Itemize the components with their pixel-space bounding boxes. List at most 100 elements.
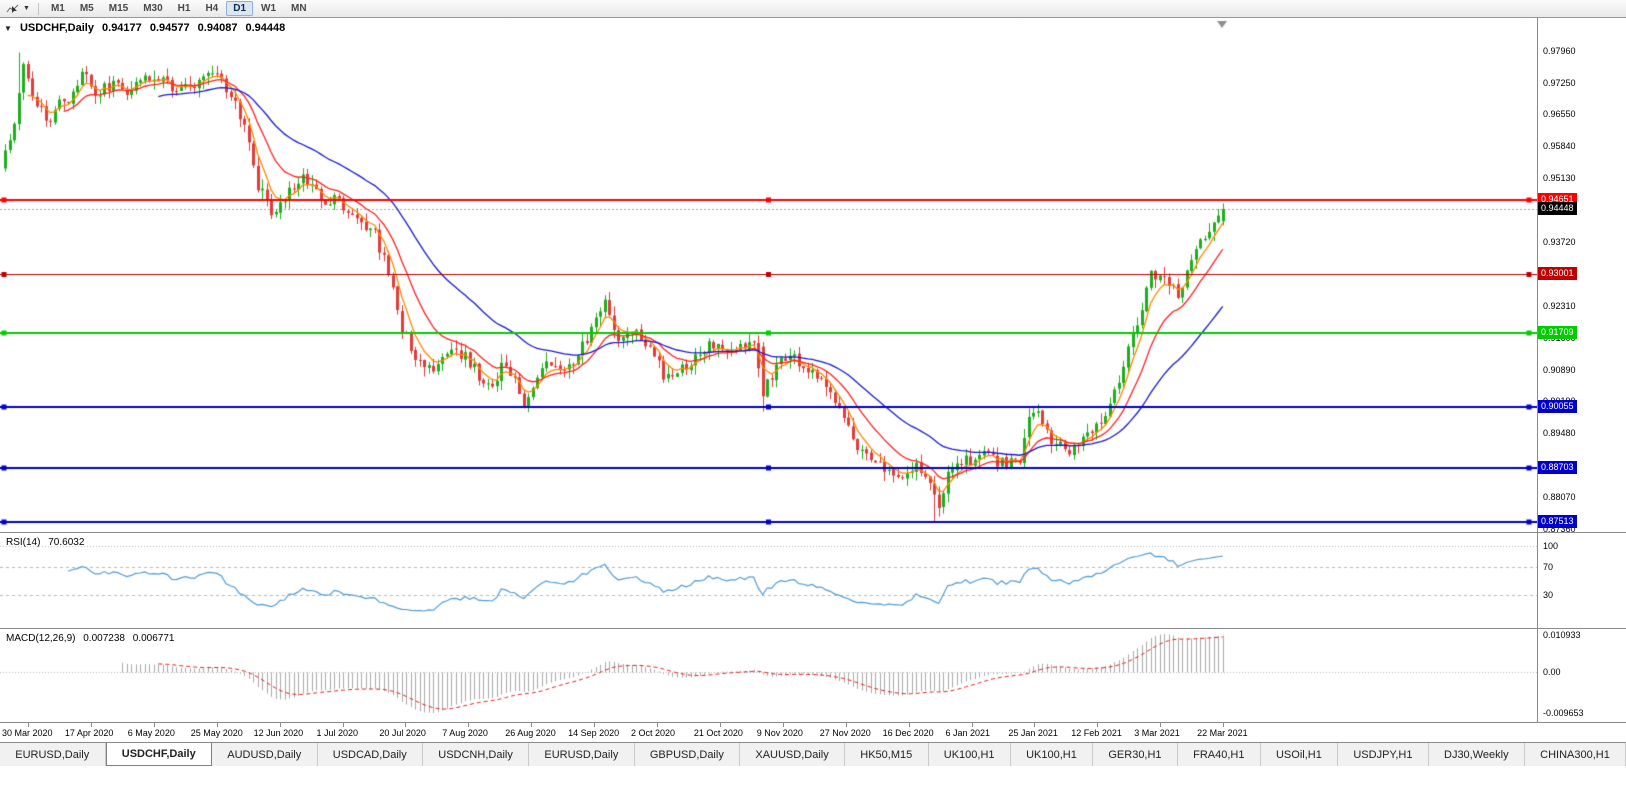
timeframe-toolbar: ▼ M1 M5 M15 M30 H1 H4 D1 W1 MN [0, 0, 1626, 18]
toolbar-separator [37, 2, 39, 15]
timeframe-button-w1[interactable]: W1 [261, 3, 277, 14]
chart-tab-xauusd-daily[interactable]: XAUUSD,Daily [740, 743, 845, 766]
price-axis-tick: 0.97960 [1543, 45, 1576, 56]
chevron-down-icon[interactable]: ▼ [23, 5, 30, 12]
chart-tab-usdchf-daily[interactable]: USDCHF,Daily [105, 743, 212, 766]
x-axis-tick [216, 723, 218, 727]
x-axis-tick [1223, 723, 1225, 727]
x-axis-date-label: 14 Sep 2020 [568, 728, 620, 738]
price-axis[interactable]: 0.97960 0.97250 0.96550 0.95840 0.95130 0.944… [1537, 18, 1626, 532]
chart-tab-usoil-h1[interactable]: USOil,H1 [1261, 743, 1339, 766]
macd-signal-value: 0.006771 [132, 633, 175, 644]
time-axis[interactable]: 30 Mar 2020 17 Apr 2020 6 May 2020 25 May 2… [0, 722, 1626, 742]
x-axis-date-label: 6 Jan 2021 [945, 728, 991, 738]
x-axis-tick [657, 723, 658, 727]
price-axis-tick: 0.92310 [1543, 300, 1576, 311]
rsi-value: 70.6032 [48, 537, 85, 548]
x-axis-date-label: 9 Nov 2020 [756, 728, 803, 738]
ohlc-low: 0.94087 [197, 22, 238, 34]
timeframe-button-m1[interactable]: M1 [50, 3, 65, 14]
rsi-panel[interactable]: RSI(14) 70.6032 100 70 30 [0, 532, 1626, 629]
timeframe-button-d1[interactable]: D1 [226, 1, 254, 16]
chart-tab-eurusd-daily[interactable]: EURUSD,Daily [0, 743, 106, 766]
timeframe-button-h4[interactable]: H4 [205, 3, 219, 14]
x-axis-tick [28, 723, 29, 727]
x-axis-tick [153, 723, 155, 727]
x-axis-tick [405, 723, 407, 727]
x-axis-date-label: 22 Mar 2021 [1197, 728, 1248, 738]
level-price-label: 0.93001 [1538, 267, 1577, 281]
x-axis-date-label: 17 Apr 2020 [64, 728, 114, 738]
price-axis-tick: 0.93720 [1543, 236, 1576, 247]
chart-tab-bar: EURUSD,Daily USDCHF,Daily AUDUSD,Daily USDC… [0, 742, 1626, 766]
x-axis-tick [908, 723, 910, 727]
x-axis-tick [845, 723, 847, 727]
x-axis-date-label: 12 Jun 2020 [253, 728, 304, 738]
chart-tab-audusd-daily[interactable]: AUDUSD,Daily [212, 743, 318, 766]
timeframe-button-group: M1 M5 M15 M30 H1 H4 D1 W1 MN [44, 1, 315, 16]
rsi-label: RSI(14) 70.6032 [6, 537, 89, 548]
ohlc-close: 0.94448 [245, 22, 286, 34]
price-axis-tick: 0.88070 [1543, 491, 1576, 502]
x-axis-date-label: 26 Aug 2020 [505, 728, 556, 738]
chart-tab-usdcad-daily[interactable]: USDCAD,Daily [318, 743, 423, 766]
macd-canvas[interactable] [0, 630, 1537, 723]
x-axis-date-label: 30 Mar 2020 [2, 728, 53, 738]
timeframe-button-mn[interactable]: MN [291, 3, 307, 14]
collapse-arrow-icon[interactable]: ▼ [4, 24, 12, 33]
current-price-label: 0.94448 [1538, 202, 1577, 216]
x-axis-tick [1097, 723, 1099, 727]
chart-cursor-icon[interactable] [4, 2, 22, 16]
macd-panel[interactable]: MACD(12,26,9) 0.007238 0.006771 0.010933… [0, 628, 1626, 723]
timeframe-button-h1[interactable]: H1 [177, 3, 191, 14]
macd-label: MACD(12,26,9) 0.007238 0.006771 [6, 633, 179, 644]
chart-tab-fra40-h1[interactable]: FRA40,H1 [1178, 743, 1261, 766]
chart-tab-uk100-h1[interactable]: UK100,H1 [929, 743, 1011, 766]
rsi-axis-tick: 100 [1543, 541, 1559, 551]
price-axis-tick: 0.90890 [1543, 364, 1576, 375]
status-area [0, 766, 1626, 793]
chart-symbol: USDCHF,Daily [19, 22, 94, 34]
rsi-axis[interactable]: 100 70 30 [1537, 533, 1626, 628]
x-axis-tick [971, 723, 973, 727]
rsi-name: RSI(14) [6, 537, 41, 548]
timeframe-button-m30[interactable]: M30 [143, 3, 163, 14]
x-axis-date-label: 1 Jul 2020 [316, 728, 359, 738]
chart-tab-eurusd-daily[interactable]: EURUSD,Daily [529, 743, 635, 766]
x-axis-tick [279, 723, 281, 727]
chart-tab-hk50-m15[interactable]: HK50,M15 [845, 743, 929, 766]
x-axis-date-label: 16 Dec 2020 [882, 728, 934, 738]
price-axis-tick: 0.95130 [1543, 173, 1576, 184]
chart-tab-dj30-weekly[interactable]: DJ30,Weekly [1429, 743, 1525, 766]
chart-tab-china300-h1[interactable]: CHINA300,H1 [1525, 743, 1626, 766]
price-axis-tick: 0.96550 [1543, 109, 1576, 120]
ohlc-high: 0.94577 [149, 22, 190, 34]
x-axis-tick [782, 723, 784, 727]
macd-axis-min: -0.009653 [1543, 708, 1584, 718]
rsi-canvas[interactable] [0, 534, 1537, 629]
x-axis-date-label: 20 Jul 2020 [379, 728, 426, 738]
chart-tab-usdcnh-daily[interactable]: USDCNH,Daily [423, 743, 530, 766]
timeframe-button-m15[interactable]: M15 [108, 3, 129, 14]
chart-area: ▼ USDCHF,Daily 0.94177 0.94577 0.94087 0… [0, 18, 1626, 742]
x-axis-tick [531, 723, 533, 727]
main-chart-panel[interactable]: ▼ USDCHF,Daily 0.94177 0.94577 0.94087 0… [0, 18, 1626, 532]
level-price-label: 0.90055 [1538, 400, 1577, 414]
x-axis-date-label: 3 Mar 2021 [1134, 728, 1180, 738]
x-axis-tick [90, 723, 92, 727]
chart-tab-ger30-h1[interactable]: GER30,H1 [1093, 743, 1178, 766]
price-chart-canvas[interactable] [0, 18, 1537, 532]
x-axis-date-label: 27 Nov 2020 [819, 728, 871, 738]
chart-tab-uk100-h1[interactable]: UK100,H1 [1011, 743, 1094, 766]
price-axis-tick: 0.89480 [1543, 428, 1576, 439]
macd-name: MACD(12,26,9) [6, 633, 76, 644]
chart-tab-gbpusd-daily[interactable]: GBPUSD,Daily [635, 743, 741, 766]
macd-axis[interactable]: 0.010933 0.00 -0.009653 [1537, 629, 1626, 722]
x-axis-date-label: 2 Oct 2020 [631, 728, 676, 738]
timeframe-button-m5[interactable]: M5 [79, 3, 94, 14]
chart-tab-usdjpy-h1[interactable]: USDJPY,H1 [1338, 743, 1429, 766]
macd-main-value: 0.007238 [83, 633, 125, 644]
x-axis-tick [1034, 723, 1036, 727]
rsi-axis-tick: 30 [1543, 590, 1554, 600]
x-axis-date-label: 7 Aug 2020 [442, 728, 488, 738]
